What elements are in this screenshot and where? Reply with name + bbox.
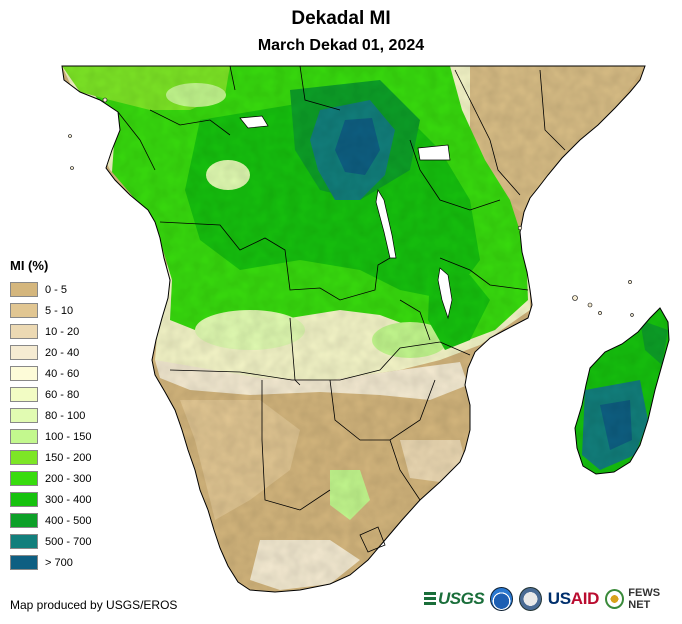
country-borders <box>117 65 566 553</box>
legend-item: 0 - 5 <box>8 279 138 300</box>
legend-label: 80 - 100 <box>45 409 86 422</box>
legend-label: 200 - 300 <box>45 472 92 485</box>
lake-tanganyika <box>375 189 397 259</box>
legend-title: MI (%) <box>10 258 49 273</box>
legend-swatch <box>10 534 38 549</box>
map-title: Dekadal MI <box>291 8 391 29</box>
map-subtitle: March Dekad 01, 2024 <box>257 37 425 54</box>
legend-items: 0 - 5 5 - 10 10 - 20 20 - 40 40 - 60 60 - 80 8… <box>8 279 138 573</box>
legend-swatch <box>10 450 38 465</box>
legend-item: 200 - 300 <box>8 468 138 489</box>
legend-item: 150 - 200 <box>8 447 138 468</box>
legend: MI (%) 0 - 5 5 - 10 10 - 20 20 - 40 40 - 60 6… <box>8 258 138 573</box>
legend-swatch <box>10 303 38 318</box>
lakes <box>239 115 453 320</box>
legend-label: 150 - 200 <box>45 451 92 464</box>
legend-swatch <box>10 366 38 381</box>
legend-label: 100 - 150 <box>45 430 92 443</box>
legend-swatch <box>10 471 38 486</box>
legend-swatch <box>10 324 38 339</box>
doi-seal-icon <box>518 587 542 611</box>
legend-swatch <box>10 387 38 402</box>
legend-label: 60 - 80 <box>45 388 80 401</box>
usaid-logo: US AID <box>547 589 600 608</box>
legend-swatch <box>10 408 38 423</box>
noaa-logo-icon <box>490 587 513 611</box>
legend-label: 10 - 20 <box>45 325 80 338</box>
legend-label: 5 - 10 <box>45 304 74 317</box>
legend-item: > 700 <box>8 552 138 573</box>
legend-item: 40 - 60 <box>8 363 138 384</box>
fews-net-text: FEWS NET <box>628 587 661 611</box>
map-credit: Map produced by USGS/EROS <box>10 598 178 612</box>
agency-logos: USGS US AID FEWS NET <box>424 584 682 614</box>
legend-swatch <box>10 492 38 507</box>
legend-label: > 700 <box>45 556 73 569</box>
usgs-logo: USGS <box>424 589 485 609</box>
legend-label: 40 - 60 <box>45 367 80 380</box>
legend-item: 400 - 500 <box>8 510 138 531</box>
lake-malawi <box>437 267 453 320</box>
legend-item: 300 - 400 <box>8 489 138 510</box>
legend-item: 60 - 80 <box>8 384 138 405</box>
usgs-wave-icon <box>424 592 436 606</box>
legend-item: 10 - 20 <box>8 321 138 342</box>
legend-item: 5 - 10 <box>8 300 138 321</box>
legend-label: 500 - 700 <box>45 535 92 548</box>
legend-label: 300 - 400 <box>45 493 92 506</box>
legend-swatch <box>10 513 38 528</box>
islands <box>68 97 634 317</box>
legend-swatch <box>10 555 38 570</box>
legend-label: 20 - 40 <box>45 346 80 359</box>
coastlines <box>61 65 670 593</box>
legend-swatch <box>10 282 38 297</box>
legend-swatch <box>10 429 38 444</box>
lake-kyoga-area <box>239 115 269 129</box>
fews-net-logo-icon <box>605 589 625 609</box>
legend-item: 80 - 100 <box>8 405 138 426</box>
lake-victoria <box>417 144 451 161</box>
legend-label: 400 - 500 <box>45 514 92 527</box>
legend-swatch <box>10 345 38 360</box>
legend-item: 20 - 40 <box>8 342 138 363</box>
madagascar-mi-field <box>575 308 669 474</box>
legend-item: 100 - 150 <box>8 426 138 447</box>
legend-label: 0 - 5 <box>45 283 68 296</box>
legend-item: 500 - 700 <box>8 531 138 552</box>
